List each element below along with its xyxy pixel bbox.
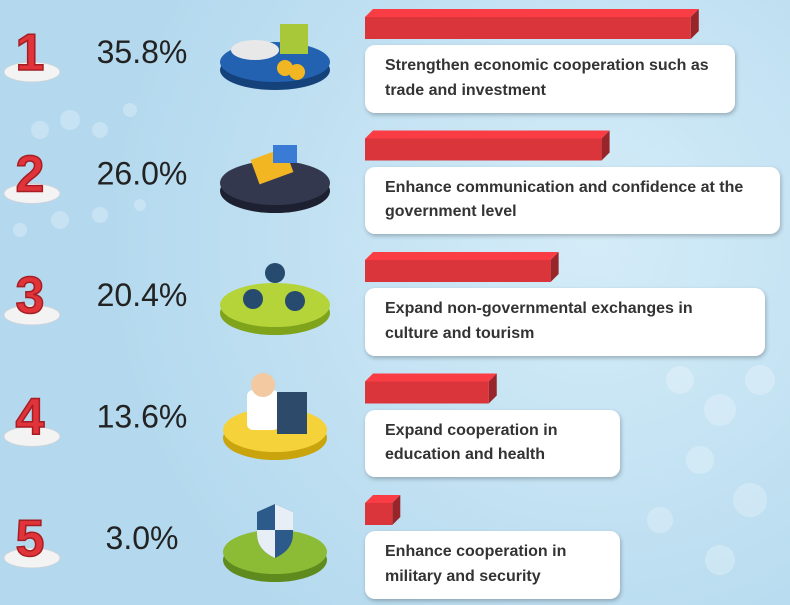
bar-face xyxy=(365,131,610,139)
category-box: Enhance cooperation in military and secu… xyxy=(365,531,620,599)
category-box: Strengthen economic cooperation such as … xyxy=(365,45,735,113)
value-label: 26.0% xyxy=(97,156,188,192)
category-box: Expand cooperation in education and heal… xyxy=(365,410,620,478)
rank: 1 xyxy=(16,24,45,82)
bar-face xyxy=(365,382,489,404)
bar xyxy=(365,131,610,161)
bar-face xyxy=(365,252,559,260)
rank: 4 xyxy=(16,389,45,447)
rank: 5 xyxy=(16,510,45,568)
bar-face xyxy=(365,139,602,161)
value-label: 35.8% xyxy=(97,34,188,70)
bar-face xyxy=(365,503,392,525)
category-box: Expand non-governmental exchanges in cul… xyxy=(365,288,765,356)
value-label: 13.6% xyxy=(97,399,188,435)
bar-face xyxy=(365,9,699,17)
bar xyxy=(365,252,559,282)
bar xyxy=(365,495,400,525)
bar-face xyxy=(365,260,551,282)
icon-security xyxy=(223,504,327,582)
bar-face xyxy=(365,374,497,382)
value-label: 3.0% xyxy=(106,520,179,556)
bar-face xyxy=(365,17,691,39)
bar xyxy=(365,374,497,404)
icon-culture xyxy=(220,263,330,335)
rank: 2 xyxy=(16,146,45,204)
category-box: Enhance communication and confidence at … xyxy=(365,167,780,235)
icon-education xyxy=(223,373,327,460)
value-label: 20.4% xyxy=(97,277,188,313)
icon-government xyxy=(220,145,330,213)
rank: 3 xyxy=(16,267,45,325)
infographic: 1 35.8% 2 26.0% 3 20.4% 4 13.6% 5 3.0% Strengthen… xyxy=(0,0,790,605)
icon-economy xyxy=(220,24,330,90)
bar xyxy=(365,9,699,39)
